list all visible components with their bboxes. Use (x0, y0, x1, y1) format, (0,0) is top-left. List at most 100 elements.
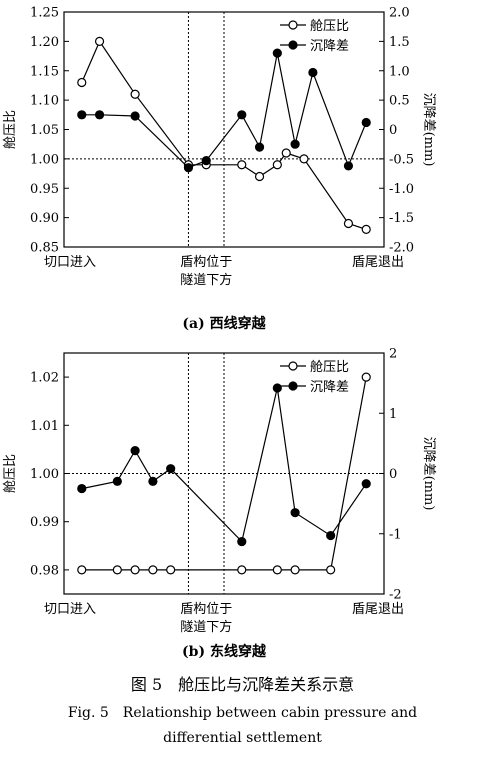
left-tick-label: 1.10 (30, 94, 59, 109)
pressure-ratio-point (148, 565, 158, 575)
left-tick-label: 0.98 (30, 563, 59, 578)
left-tick-label: 1.00 (30, 152, 59, 167)
settlement-diff-point (130, 446, 140, 456)
settlement-diff-point (237, 536, 247, 547)
settlement-diff-point (148, 476, 158, 486)
left-tick-label: 1.01 (30, 419, 59, 434)
right-tick-label: -1 (389, 527, 402, 542)
left-tick-label: 0.85 (30, 241, 59, 256)
pressure-ratio-point (237, 160, 247, 170)
series-line-pressure-ratio (81, 376, 367, 571)
x-label-start: 切口进入 (44, 255, 96, 270)
pressure-ratio-point (272, 565, 282, 575)
settlement-diff-point (326, 530, 336, 541)
settlement-diff-point (343, 161, 354, 171)
x-label-middle-2: 隧道下方 (180, 619, 232, 635)
series-line-settlement-diff (81, 52, 367, 169)
pressure-ratio-point (254, 171, 265, 182)
right-tick-label: 2.0 (389, 6, 410, 21)
pressure-ratio-point (361, 224, 371, 234)
left-tick-label: 1.20 (30, 35, 59, 50)
left-axis-title: 舱压比 (3, 454, 18, 493)
pressure-ratio-point (130, 565, 140, 575)
right-tick-label: -1.5 (389, 211, 414, 226)
settlement-diff-point (361, 479, 371, 489)
x-label-middle-2: 隧道下方 (180, 272, 232, 288)
pressure-ratio-point (290, 565, 300, 575)
x-label-end: 盾尾退出 (352, 602, 404, 617)
legend-label: 舱压比 (310, 360, 349, 375)
pressure-ratio-point (166, 565, 176, 575)
left-tick-label: 0.95 (30, 182, 59, 197)
settlement-diff-point (77, 483, 87, 494)
left-tick-label: 0.90 (30, 211, 59, 226)
right-tick-label: 2 (389, 347, 397, 362)
right-tick-label: 1 (389, 407, 397, 422)
left-tick-label: 1.05 (30, 123, 59, 138)
right-tick-label: 1.5 (389, 35, 410, 50)
series-line-pressure-ratio (81, 40, 367, 230)
left-tick-label: 1.00 (30, 467, 59, 482)
legend-label: 舱压比 (310, 19, 349, 34)
x-label-end: 盾尾退出 (352, 255, 404, 270)
legend-marker (288, 40, 298, 50)
pressure-ratio-point (77, 565, 87, 575)
right-tick-label: -2 (389, 588, 402, 603)
settlement-diff-point (308, 67, 318, 78)
pressure-ratio-point (299, 154, 309, 164)
figure-caption-en-line2: differential settlement (163, 730, 322, 746)
chart-subtitle: (b) 东线穿越 (182, 643, 267, 660)
pressure-ratio-point (361, 372, 371, 382)
right-tick-label: 0.5 (389, 94, 410, 109)
figure-caption-cn: 图 5 舱压比与沉降差关系示意 (130, 675, 355, 694)
pressure-ratio-point (281, 148, 291, 158)
legend-label: 沉降差 (310, 39, 349, 54)
settlement-diff-point (112, 476, 122, 486)
settlement-diff-point (94, 110, 105, 120)
pressure-ratio-point (130, 89, 140, 99)
chart-subtitle: (a) 西线穿越 (182, 315, 266, 332)
left-tick-label: 1.02 (30, 371, 59, 386)
right-tick-label: -2.0 (389, 241, 414, 256)
right-tick-label: 1.0 (389, 64, 410, 79)
settlement-diff-point (254, 142, 265, 152)
right-axis-title: 沉降差(mm) (421, 437, 436, 511)
right-tick-label: 0 (389, 467, 397, 482)
pressure-ratio-point (112, 565, 122, 575)
legend-label: 沉降差 (310, 380, 349, 395)
pressure-ratio-point (94, 36, 105, 46)
right-tick-label: 0 (389, 123, 397, 138)
settlement-diff-point (290, 508, 300, 518)
figure-caption-en-line1: Fig. 5 Relationship between cabin pressu… (67, 705, 418, 721)
settlement-diff-point (361, 117, 371, 128)
left-tick-label: 1.15 (30, 64, 59, 79)
settlement-diff-point (272, 48, 282, 58)
x-label-middle-1: 盾构位于 (180, 602, 232, 617)
left-axis-title: 舱压比 (3, 110, 18, 149)
legend-marker (288, 361, 298, 371)
right-tick-label: -1.0 (389, 182, 414, 197)
settlement-diff-point (77, 110, 87, 120)
settlement-diff-point (201, 156, 211, 166)
pressure-ratio-point (237, 565, 247, 575)
pressure-ratio-point (77, 77, 87, 88)
right-axis-title: 沉降差(mm) (421, 93, 436, 167)
x-label-middle-1: 盾构位于 (180, 255, 232, 270)
series-line-settlement-diff (81, 387, 367, 543)
chart-west-crossing: 0.850.900.951.001.051.101.151.201.25-2.0… (3, 6, 436, 333)
pressure-ratio-point (343, 218, 354, 229)
settlement-diff-point (290, 139, 300, 149)
settlement-diff-point (237, 110, 247, 120)
settlement-diff-point (130, 111, 140, 121)
pressure-ratio-point (272, 160, 282, 170)
settlement-diff-point (183, 163, 194, 173)
left-tick-label: 1.25 (30, 6, 59, 21)
legend-marker (288, 381, 298, 391)
legend-marker (288, 20, 298, 30)
left-tick-label: 0.99 (30, 515, 59, 530)
right-tick-label: -0.5 (389, 152, 414, 167)
pressure-ratio-point (326, 565, 336, 575)
settlement-diff-point (166, 464, 176, 474)
settlement-diff-point (272, 383, 282, 393)
